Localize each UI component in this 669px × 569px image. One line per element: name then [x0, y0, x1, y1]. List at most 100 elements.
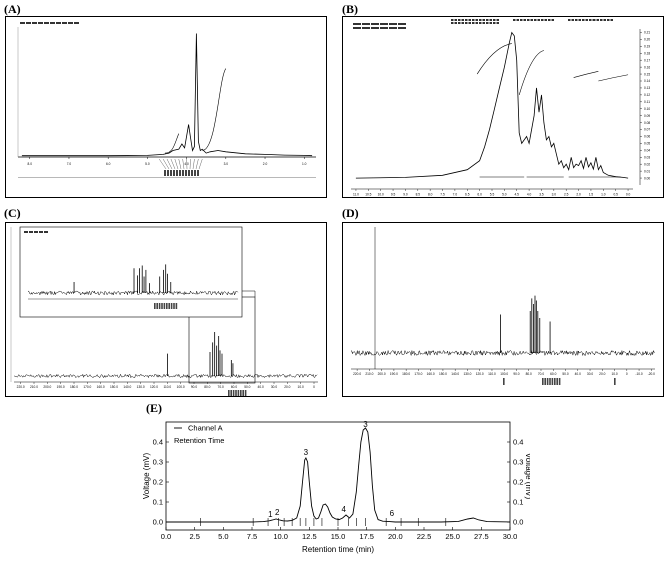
b-x-tick-label: 9.0 — [403, 193, 408, 197]
c-x-tick-label: 50.0 — [244, 385, 250, 389]
d-x-tick-label: 150.0 — [439, 372, 447, 376]
e-y-tick-label-right: 0.2 — [513, 478, 523, 487]
c-peak-value-glyph — [233, 390, 235, 396]
d-spectrum-noise — [351, 351, 655, 356]
d-x-tick-label: 30.0 — [587, 372, 593, 376]
c-peak-value-glyph — [245, 390, 247, 396]
d-x-tick-label: -20.0 — [648, 372, 655, 376]
b-y-tick-label: 0.10 — [644, 107, 650, 111]
header-glyph — [455, 22, 458, 24]
d-peak-value-glyph — [544, 378, 546, 385]
c-x-tick-label: 30.0 — [271, 385, 277, 389]
header-glyph — [531, 19, 534, 21]
header-glyph — [534, 19, 537, 21]
a-peak-value-glyph — [176, 170, 178, 176]
d-x-tick-label: 220.0 — [353, 372, 361, 376]
b-x-tick-label: 11.0 — [353, 193, 359, 197]
a-peak-leader — [196, 159, 198, 169]
d-peak-value-glyph — [559, 378, 561, 385]
header-glyph — [545, 19, 548, 21]
a-peak-value-glyph — [191, 170, 193, 176]
b-x-tick-label: 10.0 — [378, 193, 384, 197]
b-y-tick-label: 0.11 — [644, 100, 650, 104]
b-x-tick-label: 8.5 — [416, 193, 421, 197]
c-x-tick-label: 180.0 — [70, 385, 78, 389]
a-peak-value-glyph — [164, 170, 166, 176]
header-glyph — [389, 27, 397, 29]
header-glyph — [44, 231, 48, 233]
b-y-tick-label: 0.19 — [644, 45, 650, 49]
e-y-axis-label-right: Voltage (mV) — [524, 453, 530, 500]
header-glyph — [74, 22, 79, 24]
a-peak-value-glyph — [173, 170, 175, 176]
c-peak-value-glyph — [228, 390, 230, 396]
header-glyph — [469, 22, 472, 24]
panel-label-b: (B) — [342, 2, 358, 17]
b-x-tick-label: 4.5 — [515, 193, 520, 197]
header-glyph — [572, 19, 575, 21]
d-x-tick-label: 40.0 — [575, 372, 581, 376]
c-inset-peak-value-glyph — [171, 303, 173, 309]
b-y-tick-label: 0.03 — [644, 155, 650, 159]
e-x-tick-label: 7.5 — [247, 532, 257, 541]
e-y-tick-label-right: 0.0 — [513, 518, 523, 527]
a-bottom-rule — [18, 177, 316, 178]
c-x-tick-label: 140.0 — [123, 385, 131, 389]
e-peak-label-1: 2 — [275, 508, 280, 517]
header-glyph — [32, 22, 37, 24]
a-peak-leader — [159, 159, 166, 169]
a-integral-curve — [202, 69, 226, 151]
a-x-tick-label: 2.0 — [263, 162, 268, 166]
header-glyph — [472, 22, 475, 24]
a-peak-value-glyph — [167, 170, 169, 176]
e-y-tick-label: 0.1 — [153, 498, 163, 507]
header-glyph — [483, 19, 486, 21]
d-x-tick-label: 90.0 — [513, 372, 519, 376]
b-y-tick-label: 0.17 — [644, 58, 650, 62]
e-peak-label-4: 3 — [363, 420, 368, 429]
c-peak-value-glyph — [235, 390, 237, 396]
b-x-tick-label: 0.0 — [626, 193, 631, 197]
a-x-tick-label: 8.0 — [28, 162, 33, 166]
header-glyph — [524, 19, 527, 21]
header-glyph — [472, 19, 475, 21]
header-glyph — [39, 231, 43, 233]
header-glyph — [353, 23, 361, 25]
c-x-tick-label: 100.0 — [177, 385, 185, 389]
header-glyph — [527, 19, 530, 21]
header-glyph — [490, 19, 493, 21]
b-x-tick-label: 7.5 — [440, 193, 445, 197]
d-x-tick-label: 160.0 — [427, 372, 435, 376]
e-x-tick-label: 22.5 — [417, 532, 432, 541]
a-peak-leader — [193, 159, 194, 169]
header-glyph — [362, 27, 370, 29]
b-y-tick-label: 0.14 — [644, 79, 650, 83]
d-peak-value-glyph — [614, 378, 616, 385]
header-glyph — [600, 19, 603, 21]
c-peak-value-glyph — [230, 390, 232, 396]
header-glyph — [479, 19, 482, 21]
d-x-tick-label: 140.0 — [451, 372, 459, 376]
header-glyph — [476, 19, 479, 21]
header-glyph — [68, 22, 73, 24]
c-inset-peak-value-glyph — [159, 303, 161, 309]
a-peak-value-glyph — [179, 170, 181, 176]
b-y-tick-label: 0.08 — [644, 121, 650, 125]
panel-label-c: (C) — [4, 206, 21, 221]
c-inset-peak-value-glyph — [154, 303, 156, 309]
c-x-tick-label: 60.0 — [231, 385, 237, 389]
c-inset-peak-value-glyph — [166, 303, 168, 309]
e-y-tick-label-right: 0.4 — [513, 438, 523, 447]
d-x-tick-label: 190.0 — [390, 372, 398, 376]
a-x-tick-label: 5.0 — [145, 162, 150, 166]
b-integral-curve — [574, 71, 599, 77]
e-peak-label-2: 3 — [304, 448, 309, 457]
c-inset-peak-value-glyph — [161, 303, 163, 309]
c-x-tick-label: 110.0 — [163, 385, 171, 389]
d-x-tick-label: 200.0 — [378, 372, 386, 376]
e-legend-channel-a: Channel A — [188, 424, 223, 433]
